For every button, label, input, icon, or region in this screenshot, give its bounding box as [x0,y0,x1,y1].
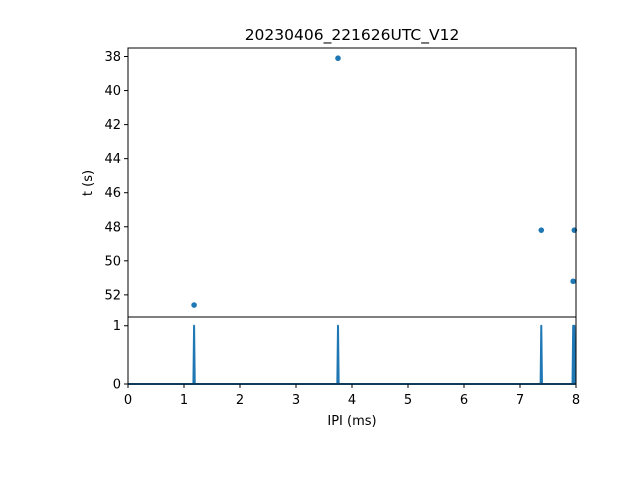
scatter-y-tick-label: 40 [104,84,121,99]
histogram-x-tick-label: 2 [236,393,244,408]
scatter-y-ticks: 38 40 42 44 46 48 50 52 [104,50,128,303]
histogram-peaks [128,324,576,385]
histogram-y-ticks: 01 [113,319,128,393]
scatter-y-tick-label: 38 [104,50,121,65]
scatter-y-tick-label: 50 [104,254,121,269]
histogram-line [128,324,576,385]
scatter-y-tick-label: 52 [104,288,121,303]
histogram-x-tick-label: 8 [572,393,580,408]
scatter-point [191,302,197,308]
scatter-y-tick-label: 44 [104,152,121,167]
histogram-x-tick-label: 7 [516,393,524,408]
scatter-y-tick-label: 46 [104,186,121,201]
scatter-y-tick-label: 48 [104,220,121,235]
scatter-y-tick-label: 42 [104,118,121,133]
histogram-x-tick-label: 0 [124,393,132,408]
scatter-point [335,55,341,62]
scatter-panel: 38 40 42 44 46 48 50 52 t (s) [81,47,578,318]
scatter-point [570,278,576,285]
histogram-x-tick-label: 3 [292,393,300,408]
histogram-x-tick-label: 4 [348,393,356,408]
scatter-y-axis-label: t (s) [81,170,96,196]
histogram-y-tick-label: 1 [113,319,121,334]
histogram-panel-frame [127,316,577,385]
scatter-point [538,227,545,233]
histogram-y-tick-label: 0 [113,378,121,393]
histogram-x-tick-label: 6 [460,393,468,408]
histogram-x-axis-label: IPI (ms) [327,414,376,429]
chart-title: 20230406_221626UTC_V12 [245,26,460,45]
histogram-x-tick-label: 1 [180,393,188,408]
histogram-x-ticks: 0 1 2 3 4 5 6 7 8 [124,384,580,408]
histogram-x-tick-label: 5 [404,393,412,408]
scatter-points [191,55,578,308]
